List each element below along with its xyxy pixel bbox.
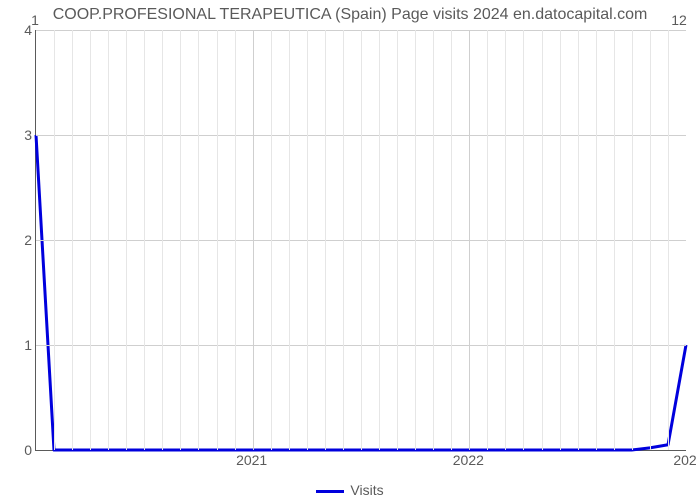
grid-line-v-minor	[162, 30, 163, 450]
chart-title: COOP.PROFESIONAL TERAPEUTICA (Spain) Pag…	[0, 6, 700, 24]
grid-line-v-minor	[542, 30, 543, 450]
x-tick-label: 2022	[453, 452, 484, 468]
chart-container: COOP.PROFESIONAL TERAPEUTICA (Spain) Pag…	[0, 0, 700, 500]
grid-line-v-minor	[379, 30, 380, 450]
grid-line-v-minor	[108, 30, 109, 450]
y-tick-label: 0	[4, 442, 32, 458]
grid-line-v	[253, 30, 254, 450]
grid-line-v-minor	[361, 30, 362, 450]
legend-swatch	[316, 490, 344, 493]
grid-line-v-minor	[72, 30, 73, 450]
x-top-label-right: 12	[671, 12, 687, 28]
grid-line-v-minor	[487, 30, 488, 450]
grid-line-v-minor	[217, 30, 218, 450]
y-tick-label: 4	[4, 22, 32, 38]
grid-line-v-minor	[144, 30, 145, 450]
grid-line-v-minor	[560, 30, 561, 450]
x-top-label-left: 1	[31, 12, 39, 28]
legend: Visits	[0, 482, 700, 498]
grid-line-v-minor	[668, 30, 669, 450]
grid-line-v-minor	[578, 30, 579, 450]
grid-line-v-minor	[343, 30, 344, 450]
grid-line-v-minor	[650, 30, 651, 450]
y-tick-label: 3	[4, 127, 32, 143]
grid-line-v-minor	[505, 30, 506, 450]
grid-line-v-minor	[596, 30, 597, 450]
grid-line-v-minor	[126, 30, 127, 450]
grid-line-v-minor	[397, 30, 398, 450]
legend-label: Visits	[350, 482, 383, 498]
grid-line-v-minor	[632, 30, 633, 450]
x-tick-label-right-clip: 202	[673, 452, 696, 468]
x-tick-label: 2021	[236, 452, 267, 468]
grid-line-v-minor	[415, 30, 416, 450]
y-tick-label: 1	[4, 337, 32, 353]
grid-line-v-minor	[54, 30, 55, 450]
grid-line-v-minor	[523, 30, 524, 450]
grid-line-v-minor	[307, 30, 308, 450]
grid-line-v-minor	[433, 30, 434, 450]
grid-line-v-minor	[271, 30, 272, 450]
grid-line-v-minor	[235, 30, 236, 450]
grid-line-v-minor	[198, 30, 199, 450]
grid-line-v-minor	[90, 30, 91, 450]
grid-line-v-minor	[180, 30, 181, 450]
plot-area	[35, 30, 686, 451]
grid-line-v-minor	[325, 30, 326, 450]
grid-line-v	[469, 30, 470, 450]
grid-line-v-minor	[451, 30, 452, 450]
y-tick-label: 2	[4, 232, 32, 248]
grid-line-v-minor	[289, 30, 290, 450]
grid-line-v-minor	[614, 30, 615, 450]
